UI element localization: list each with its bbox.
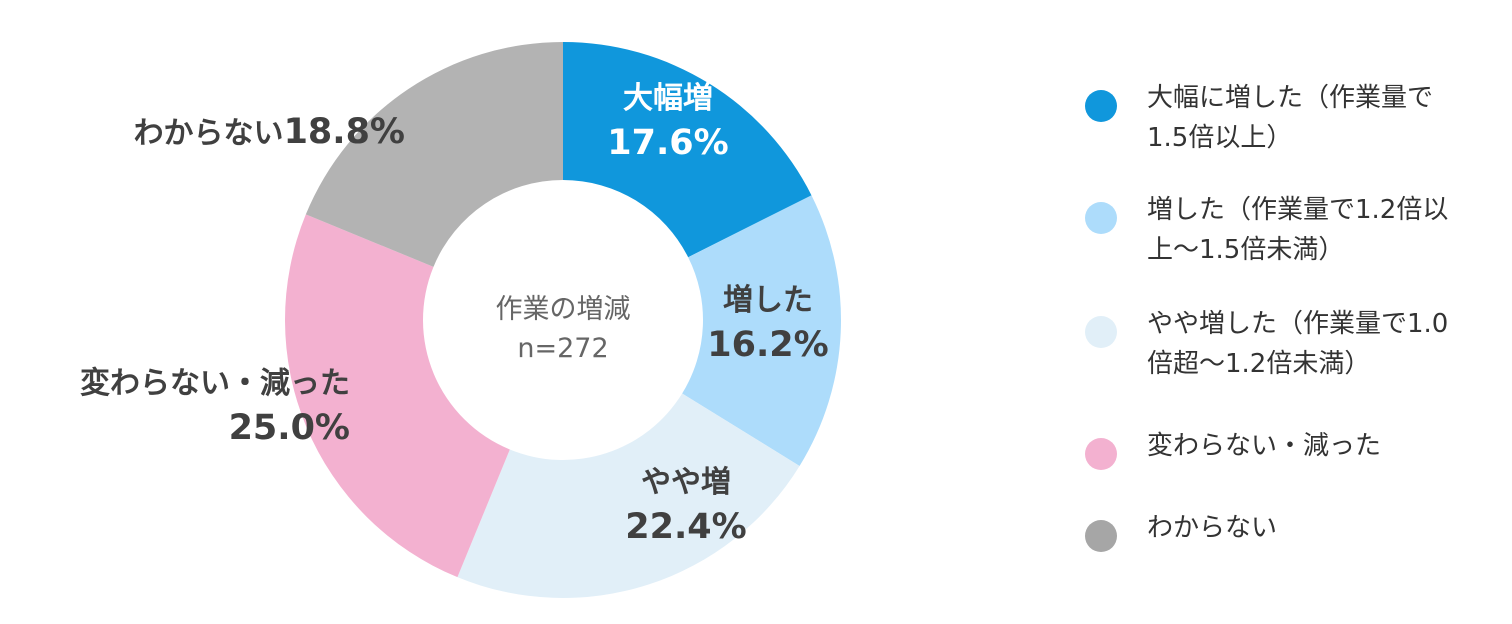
center-label-count: n=272: [517, 333, 608, 364]
slice-label-name-increase: 増した: [723, 283, 813, 318]
slice-label-value-slight-increase: 22.4%: [625, 507, 746, 547]
slice-label-value: 18.8%: [284, 112, 405, 152]
slice-label-value-large-increase: 17.6%: [607, 123, 728, 163]
legend-label: 変わらない・減った: [1147, 431, 1382, 461]
legend-dot: [1085, 520, 1117, 552]
legend-label: わからない: [1147, 513, 1278, 543]
slice-same-or-decrease: [284, 214, 510, 578]
slice-slight-increase: [457, 393, 800, 598]
donut-slices: [284, 42, 842, 598]
slice-labels: 大幅増 17.6% 増した 16.2% やや増 22.4% 変わらない・減った 25.0% わか…: [80, 81, 829, 547]
center-label: 作業の増減 n=272: [496, 294, 631, 364]
legend-dot: [1085, 316, 1117, 348]
slice-large-increase: [563, 42, 812, 258]
slice-label-unknown: わからない18.8%: [134, 112, 405, 152]
slice-increase: [682, 195, 842, 466]
legend-dot: [1085, 438, 1117, 470]
slice-label-name-large-increase: 大幅増: [623, 81, 713, 116]
slice-label-name-slight-increase: やや増: [641, 465, 731, 500]
legend-label: やや増した（作業量で1.0 倍超〜1.2倍未満）: [1147, 309, 1449, 379]
legend-dot: [1085, 90, 1117, 122]
legend-dot: [1085, 202, 1117, 234]
slice-label-name: わからない: [134, 116, 284, 151]
legend-label: 大幅に増した（作業量で 1.5倍以上）: [1147, 83, 1434, 153]
slice-unknown: [305, 42, 563, 267]
slice-label-value-increase: 16.2%: [707, 325, 828, 365]
center-label-title: 作業の増減: [496, 294, 631, 325]
legend-label: 増した（作業量で1.2倍以 上〜1.5倍未満）: [1147, 195, 1449, 265]
slice-label-name-same-or-decrease: 変わらない・減った: [80, 366, 350, 401]
slice-label-value-same-or-decrease: 25.0%: [229, 408, 350, 448]
